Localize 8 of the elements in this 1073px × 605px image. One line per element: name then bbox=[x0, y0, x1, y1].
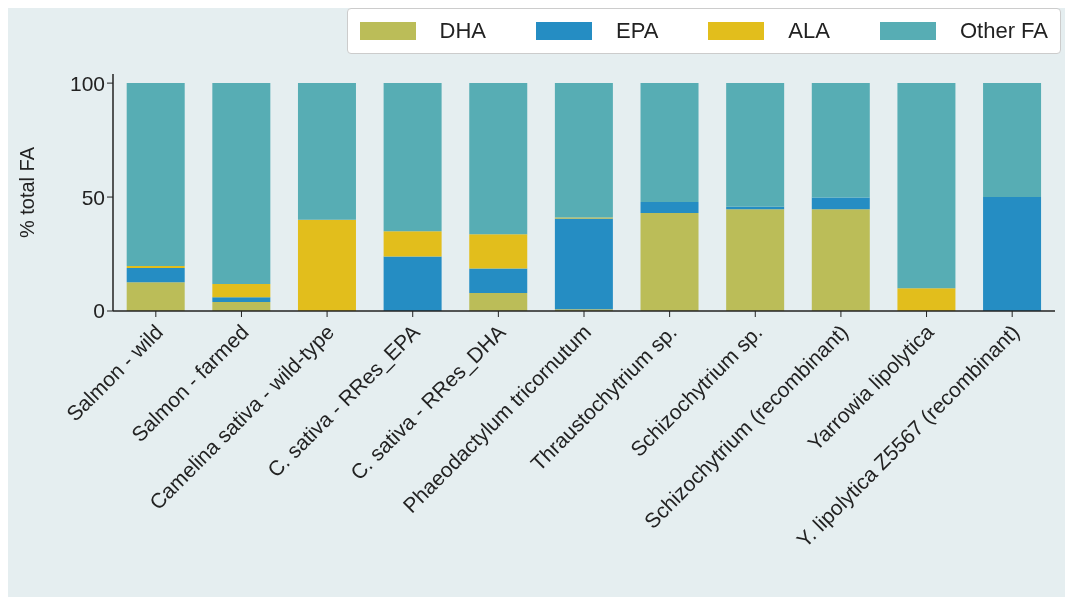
legend-label: ALA bbox=[788, 18, 830, 44]
y-tick-label: 50 bbox=[81, 185, 105, 209]
legend-label: DHA bbox=[439, 18, 486, 44]
legend-label: EPA bbox=[615, 18, 659, 44]
legend-label: Other FA bbox=[959, 18, 1048, 44]
y-tick-label: 100 bbox=[69, 71, 105, 95]
y-tick-label: 0 bbox=[93, 299, 105, 323]
y-axis-title: % total FA bbox=[16, 146, 38, 239]
